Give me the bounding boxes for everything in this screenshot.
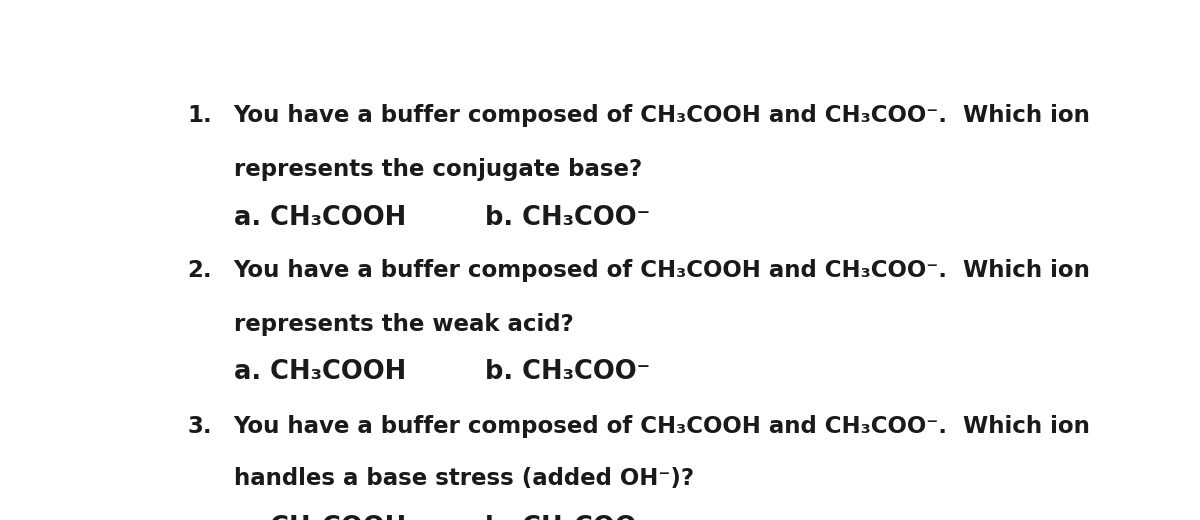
Text: 3.: 3.	[187, 415, 212, 438]
Text: represents the conjugate base?: represents the conjugate base?	[234, 159, 642, 181]
Text: b. CH₃COO⁻: b. CH₃COO⁻	[485, 204, 650, 230]
Text: You have a buffer composed of CH₃COOH and CH₃COO⁻.  Which ion: You have a buffer composed of CH₃COOH an…	[234, 258, 1091, 282]
Text: 1.: 1.	[187, 105, 212, 127]
Text: a. CH₃COOH: a. CH₃COOH	[234, 515, 406, 520]
Text: a. CH₃COOH: a. CH₃COOH	[234, 359, 406, 385]
Text: You have a buffer composed of CH₃COOH and CH₃COO⁻.  Which ion: You have a buffer composed of CH₃COOH an…	[234, 415, 1091, 438]
Text: handles a base stress (added OH⁻)?: handles a base stress (added OH⁻)?	[234, 467, 694, 490]
Text: b. CH₃COO⁻: b. CH₃COO⁻	[485, 359, 650, 385]
Text: You have a buffer composed of CH₃COOH and CH₃COO⁻.  Which ion: You have a buffer composed of CH₃COOH an…	[234, 105, 1091, 127]
Text: b. CH₃COO⁻: b. CH₃COO⁻	[485, 515, 650, 520]
Text: a. CH₃COOH: a. CH₃COOH	[234, 204, 406, 230]
Text: 2.: 2.	[187, 258, 212, 282]
Text: represents the weak acid?: represents the weak acid?	[234, 313, 574, 335]
